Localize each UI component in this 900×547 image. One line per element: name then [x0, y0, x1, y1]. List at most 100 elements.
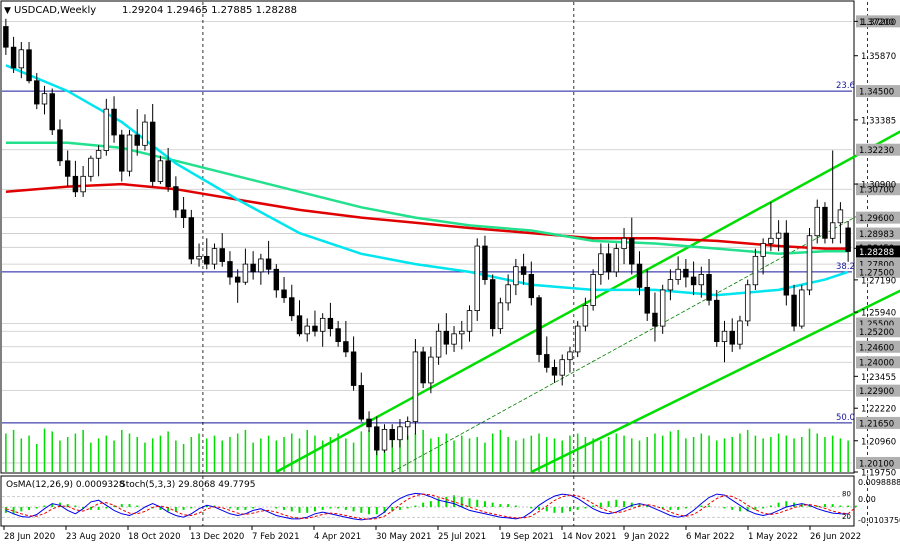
- stoch-main-line: [5, 492, 849, 521]
- candle-body: [219, 248, 225, 262]
- candle-body: [412, 351, 419, 423]
- candle-body: [760, 243, 766, 257]
- candle-body: [134, 134, 140, 146]
- current-price-box: [856, 245, 900, 258]
- candle-body: [41, 93, 48, 105]
- candle-body: [613, 248, 620, 273]
- candle-body: [551, 367, 558, 376]
- candle-body: [520, 266, 527, 275]
- level-label: 1.24600: [859, 343, 894, 353]
- osma-label: OsMA(12,26,9) 0.0009328: [6, 480, 125, 490]
- candle-body: [845, 227, 851, 252]
- candle-body: [744, 284, 751, 322]
- channel-line: [530, 289, 900, 474]
- x-tick-label: 30 May 2021: [376, 532, 431, 542]
- candle-body: [505, 284, 511, 304]
- candle-body: [350, 351, 357, 386]
- candlesticks: [3, 18, 851, 456]
- candle-body: [312, 325, 318, 332]
- candle-body: [799, 289, 805, 327]
- candle-body: [690, 276, 697, 286]
- candle-body: [752, 255, 759, 286]
- candle-body: [497, 302, 504, 330]
- candle-body: [428, 356, 434, 384]
- level-label-box: [856, 456, 900, 469]
- candle-body: [567, 351, 573, 361]
- candle-body: [582, 305, 589, 327]
- candle-body: [126, 134, 133, 172]
- candle-body: [737, 320, 743, 345]
- candle-body: [335, 328, 341, 342]
- candle-body: [574, 325, 581, 353]
- candle-body: [806, 235, 813, 291]
- ema-mid-line: [5, 141, 849, 256]
- candle-body: [281, 289, 287, 299]
- indicator-panel-frame: [0, 475, 855, 527]
- candle-body: [513, 266, 519, 286]
- y-tick-label: 1.35870: [861, 52, 896, 62]
- x-tick-label: 14 Nov 2021: [562, 532, 616, 542]
- candle-body: [598, 253, 604, 275]
- indicator-axis-label: 80: [842, 490, 851, 498]
- indicator-axis-label: -0.0103750: [858, 516, 900, 525]
- x-tick-label: 25 Jul 2021: [438, 532, 486, 542]
- collapse-triangle-icon[interactable]: ▼: [4, 6, 11, 16]
- price-axis: 1.37200 1.34500 1.32230 1.30700 1.29600 1.289…: [854, 15, 900, 479]
- candle-body: [822, 206, 828, 239]
- candle-body: [180, 209, 187, 219]
- x-tick-label: 6 Mar 2022: [686, 532, 734, 542]
- y-tick-label: 1.33385: [861, 116, 896, 126]
- candle-body: [26, 49, 32, 82]
- candle-body: [196, 255, 202, 260]
- current-price-label: 1.28288: [859, 248, 894, 258]
- candle-body: [768, 237, 774, 244]
- level-label: 1.28983: [859, 230, 894, 240]
- level-label: 1.29600: [859, 214, 894, 224]
- candle-body: [173, 186, 179, 211]
- candle-body: [783, 232, 790, 296]
- candle-body: [18, 49, 25, 69]
- candle-body: [706, 274, 712, 301]
- level-label: 1.27800: [859, 261, 894, 271]
- y-tick-label: 1.30900: [861, 181, 896, 191]
- level-label: 1.24000: [859, 359, 894, 369]
- x-tick-label: 4 Apr 2021: [314, 532, 361, 542]
- y-tick-label: 1.19750: [861, 469, 896, 479]
- candle-body: [729, 330, 735, 345]
- candle-body: [343, 341, 349, 353]
- x-tick-label: 9 Jan 2022: [624, 532, 670, 542]
- x-tick-label: 13 Dec 2020: [190, 532, 244, 542]
- candle-body: [57, 129, 63, 162]
- candle-body: [451, 333, 457, 345]
- candle-body: [590, 274, 596, 306]
- y-tick-label: 1.25940: [861, 309, 896, 319]
- level-label-box: [856, 416, 900, 429]
- candle-body: [837, 209, 844, 224]
- level-label-box: [856, 384, 900, 397]
- level-label-box: [856, 85, 900, 98]
- level-label-box: [856, 211, 900, 224]
- stoch-label: Stoch(5,3,3) 29.8068 49.7795: [120, 480, 255, 490]
- candle-body: [683, 268, 689, 278]
- level-label: 1.34500: [859, 88, 894, 98]
- candle-body: [165, 160, 171, 188]
- candle-body: [250, 263, 256, 273]
- candle-body: [644, 286, 650, 314]
- candle-body: [698, 274, 705, 286]
- candle-body: [459, 330, 465, 335]
- candle-body: [95, 150, 102, 159]
- candle-body: [111, 108, 117, 136]
- candle-body: [544, 354, 550, 368]
- level-label-box: [856, 325, 900, 338]
- candle-body: [80, 175, 86, 193]
- candle-body: [814, 206, 820, 237]
- level-label: 1.32230: [859, 146, 894, 156]
- candle-body: [374, 426, 380, 451]
- candle-body: [443, 330, 450, 345]
- level-label-box: [856, 265, 900, 278]
- candle-body: [775, 232, 782, 239]
- candle-body: [667, 279, 674, 291]
- candle-body: [435, 330, 442, 358]
